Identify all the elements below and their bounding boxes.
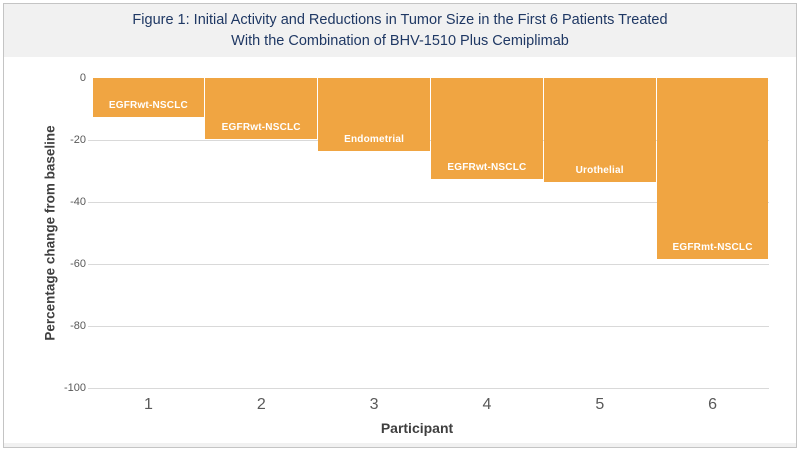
x-tick-label: 3 <box>369 396 379 413</box>
bar-participant-4: EGFRwt-NSCLC <box>431 78 543 179</box>
bar-label: Urothelial <box>575 164 624 176</box>
bar-label: Endometrial <box>344 133 405 145</box>
bar-label: EGFRwt-NSCLC <box>221 121 301 133</box>
y-axis-title: Percentage change from baseline <box>42 125 58 341</box>
figure-title-line-2: With the Combination of BHV-1510 Plus Ce… <box>231 33 569 49</box>
x-tick-label: 4 <box>482 396 492 413</box>
figure-title: Figure 1: Initial Activity and Reduction… <box>0 10 800 52</box>
x-tick-label: 6 <box>708 396 718 413</box>
bar-participant-2: EGFRwt-NSCLC <box>205 78 318 139</box>
x-axis-title: Participant <box>380 420 454 436</box>
x-tick-label: 1 <box>143 396 153 413</box>
y-tick-label: -60 <box>70 258 86 270</box>
gridline <box>88 264 769 265</box>
bar-label: EGFRwt-NSCLC <box>447 161 527 173</box>
y-tick-label: -80 <box>70 320 86 332</box>
y-tick-label: -100 <box>63 382 86 394</box>
gridline <box>88 388 769 389</box>
bar-label: EGFRwt-NSCLC <box>108 99 188 111</box>
bar-participant-6: EGFRmt-NSCLC <box>656 78 769 260</box>
gridline <box>88 202 769 203</box>
y-tick-label: 0 <box>79 72 86 84</box>
y-tick-label: -20 <box>70 134 86 146</box>
bar-participant-3: Endometrial <box>318 78 430 151</box>
bar-participant-5: Urothelial <box>543 78 656 182</box>
bar-label: EGFRmt-NSCLC <box>672 242 753 254</box>
bar-participant-1: EGFRwt-NSCLC <box>92 78 205 117</box>
x-tick-label: 5 <box>595 396 605 413</box>
y-tick-label: -40 <box>70 196 86 208</box>
gridline <box>88 326 769 327</box>
figure-title-line-1: Figure 1: Initial Activity and Reduction… <box>132 12 668 28</box>
x-tick-label: 2 <box>256 396 266 413</box>
